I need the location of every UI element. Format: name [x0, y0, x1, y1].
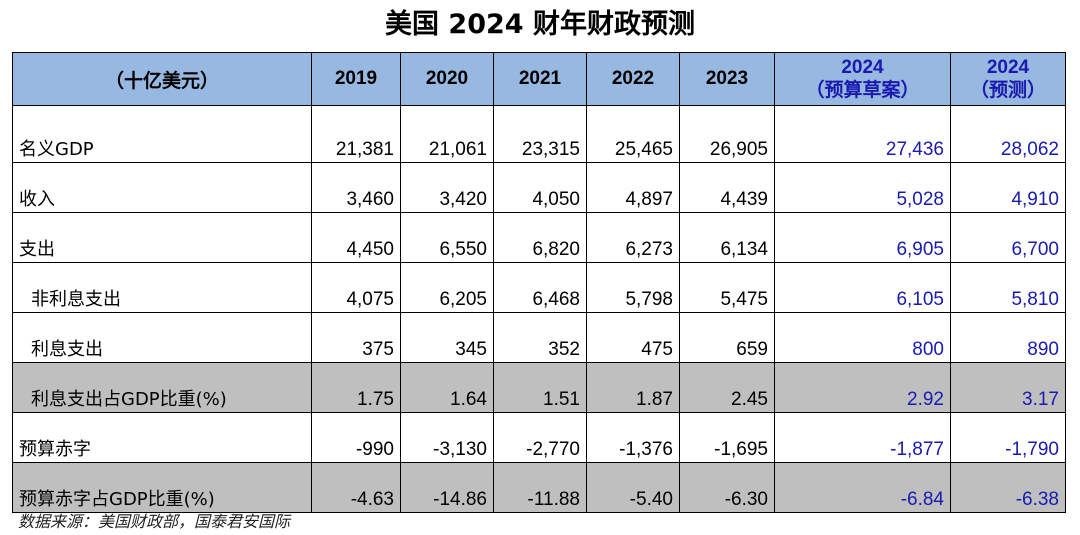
budget-subtitle: （预算草案） [805, 80, 920, 101]
table-row: 支出 4,450 6,550 6,820 6,273 6,134 6,905 6,700 [12, 212, 1066, 263]
table-cell: 6,905 [774, 212, 951, 263]
forecast-year: 2024 [986, 57, 1030, 78]
header-row: （十亿美元） 2019 2020 2021 2022 2023 2024 （预算… [12, 52, 1066, 106]
table-cell: 4,897 [586, 162, 680, 213]
table-cell: 26,905 [679, 105, 775, 163]
table-cell: 1.87 [586, 362, 680, 413]
table-cell: -5.40 [586, 462, 680, 513]
table-cell: 2.45 [679, 362, 775, 413]
table-cell: 6,205 [400, 262, 494, 313]
table-row: 利息支出 375 345 352 475 659 800 890 [12, 312, 1066, 363]
table-cell: -1,376 [586, 412, 680, 463]
table-cell: 4,910 [950, 162, 1066, 213]
table-cell: -4.63 [311, 462, 401, 513]
year-header: 2023 [679, 52, 775, 106]
table-cell: -1,790 [950, 412, 1066, 463]
table-cell: -2,770 [493, 412, 587, 463]
table-cell: -3,130 [400, 412, 494, 463]
table-row: 预算赤字占GDP比重(%) -4.63 -14.86 -11.88 -5.40 -6.30… [12, 462, 1066, 513]
table-row: 非利息支出 4,075 6,205 6,468 5,798 5,475 6,105 5,810 [12, 262, 1066, 313]
table-cell: 800 [774, 312, 951, 363]
page-title: 美国 2024 财年财政预测 [385, 9, 695, 40]
table-cell: 890 [950, 312, 1066, 363]
table-cell: 1.75 [311, 362, 401, 413]
table-cell: 6,134 [679, 212, 775, 263]
table-cell: 4,450 [311, 212, 401, 263]
table-cell: 659 [679, 312, 775, 363]
table-row: 利息支出占GDP比重(%) 1.75 1.64 1.51 1.87 2.45 2.92 3.1… [12, 362, 1066, 413]
table-cell: -6.38 [950, 462, 1066, 513]
table-cell: -1,877 [774, 412, 951, 463]
table-cell: 6,820 [493, 212, 587, 263]
table-cell: 5,475 [679, 262, 775, 313]
table-cell: 3,420 [400, 162, 494, 213]
table-cell: 375 [311, 312, 401, 363]
table-cell: 3.17 [950, 362, 1066, 413]
row-label: 名义GDP [12, 105, 312, 163]
table-cell: 6,550 [400, 212, 494, 263]
table-cell: -1,695 [679, 412, 775, 463]
forecast-year-header: 2024 （预测） [950, 52, 1066, 106]
row-label: 非利息支出 [12, 262, 312, 313]
year-header: 2022 [586, 52, 680, 106]
table-cell: 6,273 [586, 212, 680, 263]
row-label: 支出 [12, 212, 312, 263]
table-cell: 3,460 [311, 162, 401, 213]
table-row: 预算赤字 -990 -3,130 -2,770 -1,376 -1,695 -1,877 -1… [12, 412, 1066, 463]
table-cell: 6,105 [774, 262, 951, 313]
table-cell: -11.88 [493, 462, 587, 513]
forecast-subtitle: （预测） [969, 80, 1046, 101]
table-cell: 1.51 [493, 362, 587, 413]
table-cell: 25,465 [586, 105, 680, 163]
table-cell: -6.30 [679, 462, 775, 513]
row-label: 预算赤字 [12, 412, 312, 463]
table-cell: 2.92 [774, 362, 951, 413]
row-label: 预算赤字占GDP比重(%) [12, 462, 312, 513]
table-cell: -990 [311, 412, 401, 463]
table-cell: 5,810 [950, 262, 1066, 313]
year-header: 2021 [493, 52, 587, 106]
table-cell: 345 [400, 312, 494, 363]
row-label: 利息支出 [12, 312, 312, 363]
source-note: 数据来源：美国财政部，国泰君安国际 [18, 512, 291, 531]
fiscal-table: （十亿美元） 2019 2020 2021 2022 2023 2024 （预算… [12, 52, 1066, 513]
table-cell: 5,028 [774, 162, 951, 213]
table-cell: 6,700 [950, 212, 1066, 263]
table-cell: 475 [586, 312, 680, 363]
table-cell: 4,075 [311, 262, 401, 313]
unit-header: （十亿美元） [12, 52, 312, 106]
table-row: 收入 3,460 3,420 4,050 4,897 4,439 5,028 4,910 [12, 162, 1066, 213]
table-cell: 4,439 [679, 162, 775, 213]
budget-year-header: 2024 （预算草案） [774, 52, 951, 106]
table-cell: 1.64 [400, 362, 494, 413]
table-cell: 21,061 [400, 105, 494, 163]
table-cell: 5,798 [586, 262, 680, 313]
table-cell: 4,050 [493, 162, 587, 213]
year-header: 2020 [400, 52, 494, 106]
table-cell: 27,436 [774, 105, 951, 163]
table-row: 名义GDP 21,381 21,061 23,315 25,465 26,905 27,43… [12, 105, 1066, 163]
table-cell: 6,468 [493, 262, 587, 313]
row-label: 收入 [12, 162, 312, 213]
table-cell: 23,315 [493, 105, 587, 163]
row-label: 利息支出占GDP比重(%) [12, 362, 312, 413]
table-cell: -14.86 [400, 462, 494, 513]
year-header: 2019 [311, 52, 401, 106]
table-cell: 21,381 [311, 105, 401, 163]
table-cell: 28,062 [950, 105, 1066, 163]
table-cell: 352 [493, 312, 587, 363]
table-cell: -6.84 [774, 462, 951, 513]
budget-year: 2024 [841, 57, 884, 78]
